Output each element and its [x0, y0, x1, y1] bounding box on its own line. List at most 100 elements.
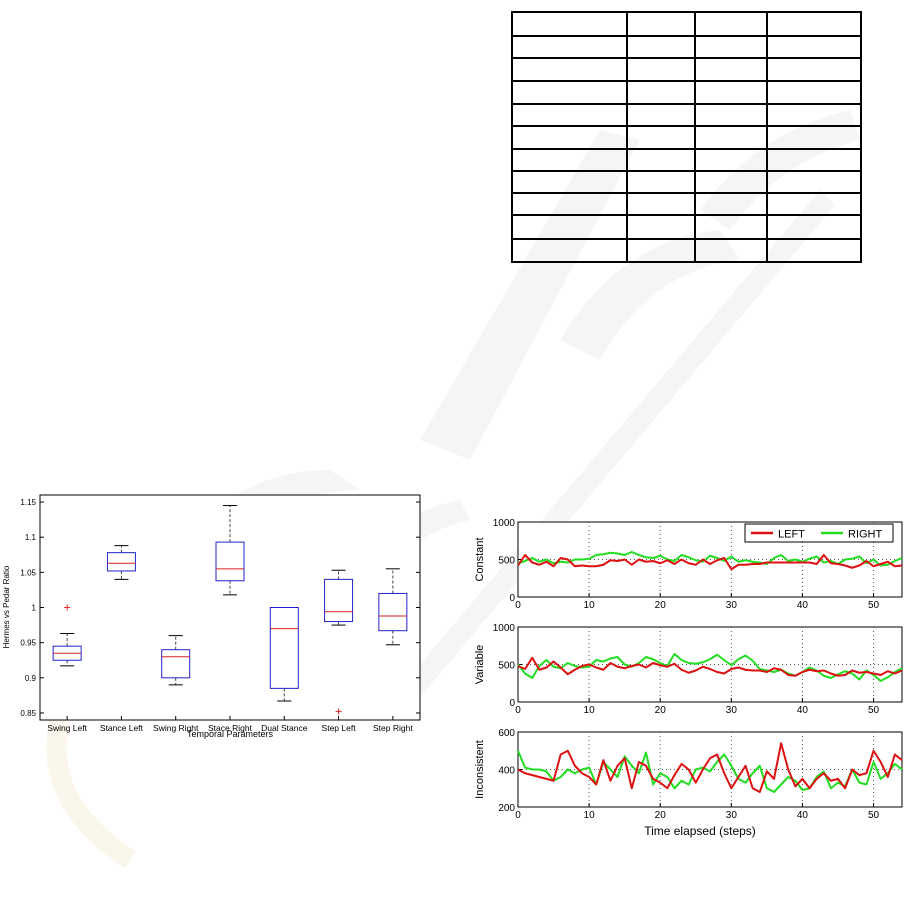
data-table [511, 11, 862, 263]
table-row [511, 11, 862, 37]
table-cell [626, 192, 696, 216]
table-cell [694, 35, 768, 59]
y-axis-label: Variable [474, 645, 486, 685]
series-left [517, 554, 903, 571]
box-body [215, 541, 245, 582]
y-tick-label: 1.1 [25, 533, 37, 542]
x-axis-label: Time elapsed (steps) [644, 824, 756, 838]
table-cell [766, 214, 862, 240]
x-tick-label: 0 [515, 810, 521, 821]
x-tick-label: Step Left [322, 723, 357, 733]
x-tick-label: 40 [797, 705, 809, 716]
box-3 [215, 505, 245, 596]
x-tick-label: 50 [868, 810, 880, 821]
table-cell [694, 214, 768, 240]
y-tick-label: 400 [498, 766, 515, 777]
x-tick-label: 40 [797, 810, 809, 821]
x-axis-ticks: Swing Left Stance Left Swing Right Stace Ri… [47, 716, 413, 733]
table-cell [694, 80, 768, 105]
series-right [517, 750, 903, 793]
box-5 [324, 569, 354, 715]
legend-label: RIGHT [848, 529, 883, 541]
table-cell [766, 11, 862, 37]
y-axis-ticks: 0.85 0.9 0.95 1 1.05 1.1 1.15 [20, 498, 420, 718]
x-tick-label: 30 [726, 705, 738, 716]
table-row [511, 57, 862, 82]
table-row [511, 103, 862, 127]
x-tick-label: 10 [584, 705, 596, 716]
series-left [517, 742, 903, 793]
table-cell [626, 103, 696, 127]
table-body [511, 11, 862, 263]
table-row [511, 80, 862, 105]
table-cell [511, 125, 628, 150]
table-cell [511, 11, 628, 37]
x-tick-label: Dual Stance [261, 723, 308, 733]
y-tick-label: 1 [32, 604, 37, 613]
table-row [511, 35, 862, 59]
table-cell [694, 148, 768, 172]
boxplot-figure: 0.85 0.9 0.95 1 1.05 1.1 1.15 Swing Left Stance… [2, 494, 421, 739]
table-cell [511, 192, 628, 216]
box-0 [52, 604, 82, 667]
table-cell [626, 57, 696, 82]
y-tick-label: 0.85 [20, 709, 36, 718]
table-cell [626, 125, 696, 150]
box-body [161, 649, 191, 679]
table-cell [766, 80, 862, 105]
x-tick-label: Stace Right [208, 723, 253, 733]
box-body [378, 592, 408, 632]
table-cell [511, 170, 628, 194]
x-tick-label: 20 [655, 810, 667, 821]
table-cell [694, 103, 768, 127]
table-cell [766, 170, 862, 194]
boxes [52, 505, 408, 715]
y-tick-label: 1000 [493, 623, 516, 634]
x-tick-label: 0 [515, 600, 521, 611]
table-row [511, 214, 862, 240]
table-cell [511, 214, 628, 240]
y-tick-label: 1000 [493, 518, 516, 529]
y-tick-label: 0.95 [20, 639, 36, 648]
box-body [269, 607, 299, 689]
y-tick-label: 200 [498, 803, 515, 814]
y-tick-label: 600 [498, 728, 515, 739]
x-tick-label: 10 [584, 600, 596, 611]
box-1 [106, 545, 136, 580]
table-row [511, 125, 862, 150]
x-tick-label: 0 [515, 705, 521, 716]
x-tick-label: Swing Right [153, 723, 199, 733]
table-cell [511, 35, 628, 59]
x-tick-label: 20 [655, 705, 667, 716]
x-tick-label: 20 [655, 600, 667, 611]
y-tick-label: 1.05 [20, 568, 36, 577]
table-cell [766, 35, 862, 59]
box-body [324, 578, 354, 623]
panel-inconsistent: 0 10 20 30 40 50 200 400 600 Inconsistent [474, 728, 903, 821]
table-cell [626, 35, 696, 59]
y-tick-label: 500 [498, 556, 515, 567]
table-cell [766, 238, 862, 263]
table-cell [511, 57, 628, 82]
table-cell [766, 57, 862, 82]
table-cell [694, 125, 768, 150]
x-tick-label: Swing Left [47, 723, 87, 733]
table-cell [511, 238, 628, 263]
table-cell [694, 11, 768, 37]
table-cell [626, 148, 696, 172]
x-tick-label: Stance Left [100, 723, 144, 733]
table-cell [694, 192, 768, 216]
y-tick-label: 0.9 [25, 674, 37, 683]
table-row [511, 170, 862, 194]
table-cell [694, 57, 768, 82]
x-tick-label: 50 [868, 600, 880, 611]
y-axis-label: Constant [474, 537, 486, 581]
table-cell [626, 214, 696, 240]
table-cell [626, 170, 696, 194]
series-right [517, 653, 903, 682]
table-cell [766, 125, 862, 150]
legend: LEFT RIGHT [744, 523, 894, 543]
box-body [106, 552, 136, 572]
